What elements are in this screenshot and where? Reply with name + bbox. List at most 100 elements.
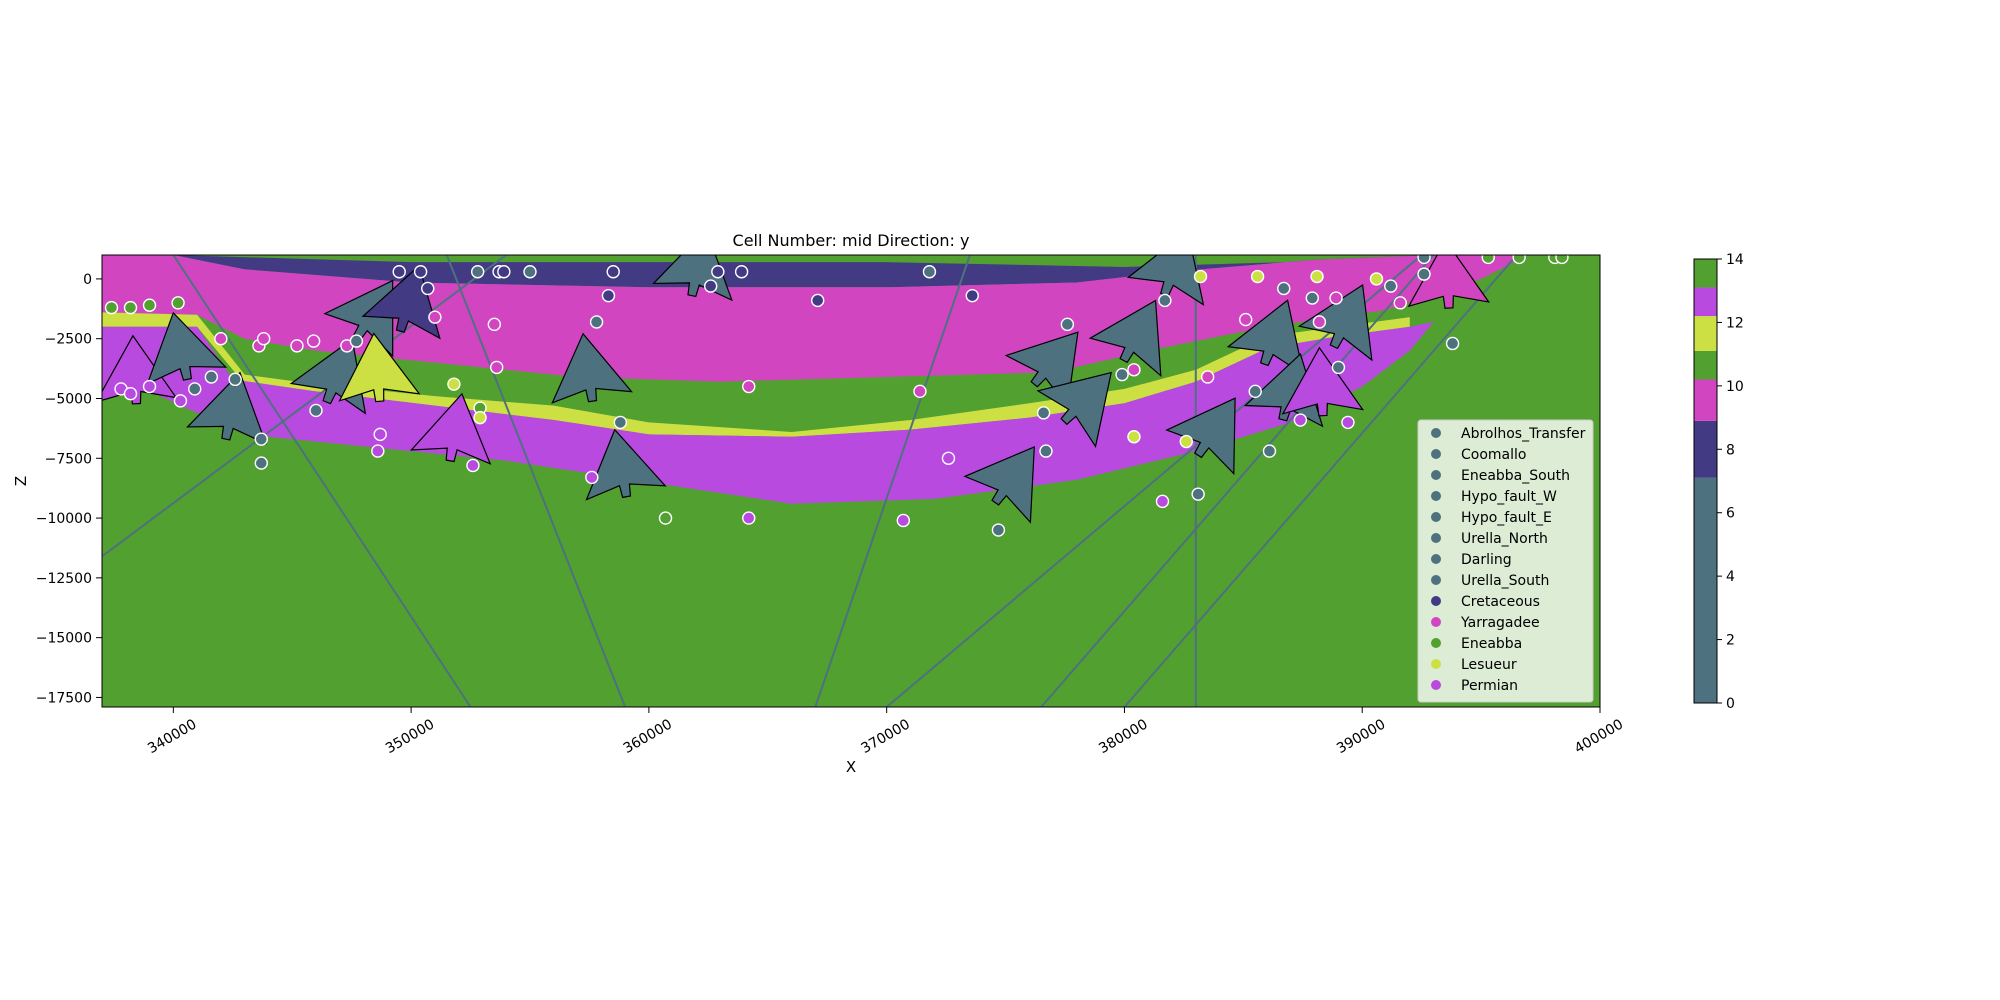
surface-point (1555, 255, 1569, 265)
legend: Abrolhos_Transfer Coomallo Eneabba_South Hy… (1417, 419, 1594, 703)
legend-label: Eneabba_South (1461, 468, 1570, 484)
surface-point (1384, 279, 1398, 293)
surface-point (1193, 269, 1208, 284)
legend-label: Darling (1461, 552, 1512, 568)
surface-point (1312, 315, 1327, 329)
x-tick-label: 360000 (621, 716, 675, 757)
legend-box (1417, 419, 1594, 703)
orientation-marker (1036, 371, 1113, 448)
legend-item: Urella_North (1431, 531, 1548, 547)
y-tick-label: −5000 (45, 391, 92, 407)
legend-item: Eneabba_South (1431, 468, 1570, 484)
legend-label: Cretaceous (1461, 594, 1540, 610)
orientation-marker (409, 392, 492, 465)
colorbar-segment (1694, 379, 1717, 421)
surface-point (1277, 281, 1291, 296)
unit-permian (102, 321, 1434, 504)
legend-marker (1431, 617, 1441, 627)
surface-point (704, 279, 718, 293)
legend-marker (1431, 659, 1441, 669)
surface-point (922, 265, 937, 279)
orientation-marker (585, 428, 667, 501)
colorbar-segment (1694, 420, 1717, 478)
fault-line-7 (1123, 255, 1518, 707)
surface-point (256, 332, 271, 346)
plot-area (102, 255, 1600, 707)
colorbar-tick-label: 10 (1726, 379, 1744, 395)
colorbar-segment (1694, 287, 1717, 317)
unit-cretaceous (102, 255, 1434, 288)
surface-point (711, 265, 725, 279)
surface-point (742, 511, 756, 525)
surface-point (585, 470, 599, 485)
colorbar-ticks: 0 2 4 6 8 10 12 14 (1717, 252, 1744, 712)
surface-point (523, 265, 537, 279)
legend-marker (1431, 596, 1441, 606)
unit-yarragadee (102, 255, 1600, 382)
legend-marker (1431, 512, 1441, 522)
fault-line-4 (814, 255, 971, 707)
orientation-marker (1281, 346, 1365, 417)
colorbar-segment (1694, 477, 1717, 703)
legend-marker (1431, 680, 1441, 690)
legend-item: Coomallo (1431, 447, 1526, 463)
colorbar-tick-label: 8 (1726, 442, 1735, 458)
surface-point (811, 293, 825, 308)
surface-points (104, 255, 1569, 537)
fault-line-2 (172, 255, 472, 707)
colorbar-tick-label: 12 (1726, 315, 1744, 331)
legend-label: Urella_North (1461, 531, 1548, 547)
colorbar-tick-label: 6 (1726, 506, 1735, 522)
surface-point (142, 379, 157, 394)
surface-point (254, 432, 269, 446)
surface-point (1250, 269, 1265, 284)
x-tick-label: 380000 (1096, 716, 1150, 757)
surface-point (1310, 269, 1324, 284)
legend-marker (1431, 638, 1441, 648)
legend-marker (1431, 470, 1441, 480)
x-tick-label: 390000 (1334, 716, 1388, 757)
surface-point (1158, 293, 1172, 308)
surface-point (1036, 406, 1051, 420)
surface-point (487, 317, 502, 332)
surface-point (1445, 336, 1460, 351)
surface-point (421, 281, 435, 296)
legend-item: Urella_South (1431, 573, 1549, 589)
surface-point (1115, 367, 1129, 382)
surface-point (373, 427, 387, 442)
surface-point (1262, 444, 1277, 458)
y-tick-label: −12500 (36, 571, 92, 587)
surface-point (1248, 384, 1262, 399)
legend-label: Yarragadee (1460, 615, 1540, 631)
surface-point (1127, 430, 1141, 444)
orientation-marker (361, 264, 441, 340)
legend-item: Hypo_fault_E (1431, 510, 1552, 526)
legend-label: Urella_South (1461, 573, 1549, 589)
surface-point (1341, 415, 1355, 430)
surface-point (1417, 267, 1431, 281)
plot-frame (101, 254, 1601, 708)
surface-point (1155, 494, 1170, 509)
surface-point (470, 265, 485, 279)
surface-point (173, 394, 188, 408)
x-tick-label: 370000 (859, 716, 913, 757)
legend-marker (1431, 428, 1441, 438)
surface-point (606, 265, 620, 279)
surface-point (658, 511, 673, 525)
x-tick-label: 340000 (145, 716, 199, 757)
orientation-marker (1088, 299, 1162, 378)
surface-point (188, 382, 202, 396)
y-tick-label: −7500 (45, 451, 92, 467)
surface-point (490, 360, 504, 375)
legend-items: Abrolhos_Transfer Coomallo Eneabba_South Hy… (1431, 426, 1586, 694)
legend-marker (1431, 533, 1441, 543)
x-axis-label: X (846, 758, 856, 776)
surface-point (473, 410, 487, 425)
surface-point (1039, 444, 1053, 458)
y-tick-label: 0 (83, 272, 92, 288)
surface-point (228, 372, 242, 387)
surface-point (306, 334, 321, 348)
orientation-marker (1407, 255, 1491, 309)
surface-point (1200, 370, 1215, 384)
y-tick-label: −15000 (36, 631, 92, 647)
